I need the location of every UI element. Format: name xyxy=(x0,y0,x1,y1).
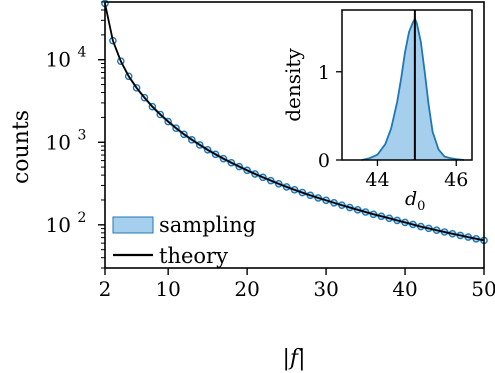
sampling-marker xyxy=(203,145,212,154)
sampling-marker xyxy=(219,154,228,163)
sampling-marker xyxy=(195,141,204,149)
sampling-marker xyxy=(227,158,236,167)
sampling-marker xyxy=(188,136,196,144)
x-tick-label: 10 xyxy=(155,277,180,301)
sampling-marker xyxy=(180,130,188,139)
legend-label-sampling: sampling xyxy=(159,213,256,237)
inset-x-tick-label: 46 xyxy=(444,169,468,191)
sampling-marker xyxy=(124,72,133,81)
inset-frame xyxy=(341,9,473,161)
inset-d0-subscript: 0 xyxy=(417,199,425,214)
y-tick-base: 10 xyxy=(46,48,71,72)
inset-d0-symbol: d xyxy=(405,188,417,210)
y-tick-label: 10 3 xyxy=(46,127,87,154)
sampling-marker xyxy=(211,150,220,159)
sampling-marker xyxy=(306,191,315,200)
main-x-ticks: 2 10 20 30 40 50 xyxy=(99,268,495,301)
sampling-marker xyxy=(267,176,275,185)
inset-density-area xyxy=(361,18,465,160)
x-axis-label: |f| xyxy=(283,346,306,371)
x-tick-label: 2 xyxy=(99,277,112,301)
inset-y-ticks: 01 xyxy=(318,62,342,172)
inset-x-tick-label: 44 xyxy=(365,169,389,191)
legend-label-theory: theory xyxy=(159,244,228,268)
y-axis-label: counts xyxy=(9,110,34,184)
sampling-marker xyxy=(116,57,125,65)
y-tick-base: 10 xyxy=(46,213,71,237)
sampling-marker xyxy=(282,183,291,191)
main-plot-frame xyxy=(104,1,485,269)
x-tick-label: 40 xyxy=(392,277,417,301)
sampling-marker xyxy=(314,194,322,202)
x-tick-label: 20 xyxy=(234,277,259,301)
sampling-marker xyxy=(172,124,180,133)
inset-x-ticks: 44 46 xyxy=(365,160,468,191)
sampling-marker xyxy=(259,173,267,182)
y-tick-exponent: 2 xyxy=(78,210,87,226)
theory-line xyxy=(104,3,485,242)
sampling-marker xyxy=(132,84,141,92)
sampling-marker xyxy=(148,102,157,111)
sampling-marker xyxy=(140,93,149,102)
sampling-marker xyxy=(251,170,259,178)
sampling-marker xyxy=(330,198,338,207)
legend-swatch-sampling xyxy=(112,216,154,234)
sampling-marker xyxy=(164,117,172,126)
sampling-marker xyxy=(156,110,165,119)
main-y-ticks: 10 2 10 3 10 4 xyxy=(46,45,105,237)
y-tick-base: 10 xyxy=(46,130,71,154)
x-tick-label: 30 xyxy=(313,277,338,301)
sampling-marker xyxy=(298,188,307,197)
sampling-marker xyxy=(290,185,299,194)
x-tick-label: 50 xyxy=(471,277,495,301)
legend: sampling theory xyxy=(112,213,256,268)
y-tick-exponent: 3 xyxy=(78,127,87,143)
main-y-minor-ticks xyxy=(101,1,105,269)
sampling-marker xyxy=(243,166,251,175)
inset-d0-label: d0 xyxy=(405,188,425,214)
inset-plot: 44 46 01 density d0 xyxy=(281,9,473,214)
inset-y-label: density xyxy=(281,48,305,122)
y-tick-label: 10 4 xyxy=(46,45,87,72)
inset-y-tick-label: 0 xyxy=(318,150,330,172)
y-tick-label: 10 2 xyxy=(46,210,87,237)
sampling-marker xyxy=(235,162,244,171)
sampling-marker xyxy=(274,180,283,188)
y-tick-exponent: 4 xyxy=(78,45,87,61)
inset-y-tick-label: 1 xyxy=(318,62,330,84)
